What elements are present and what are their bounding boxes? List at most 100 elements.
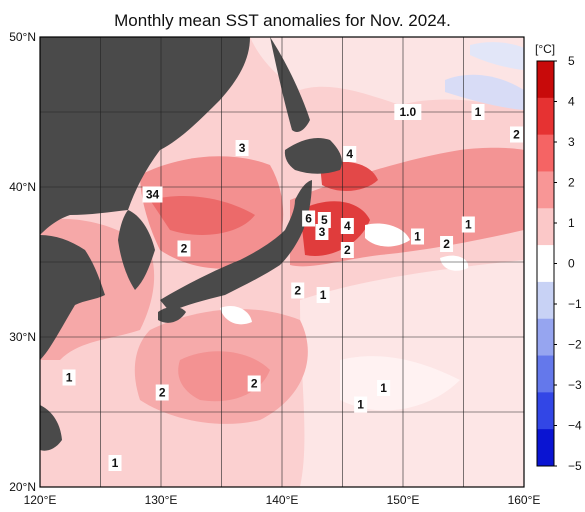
contour-label-text: 2 [159, 386, 166, 400]
contour-label: 1 [411, 228, 425, 245]
contour-label-text: 6 [305, 212, 312, 226]
contour-label-text: 34 [146, 188, 160, 202]
colorbar-tick-label: −3 [568, 378, 582, 392]
x-tick-label: 160°E [508, 493, 541, 507]
near-zero-region [340, 356, 460, 411]
colorbar: [°C] 5 4 3 2 1 0 −1 −2 −3 −4 −5 [535, 42, 582, 473]
y-tick-label: 20°N [9, 480, 36, 494]
contour-label-box [291, 282, 305, 299]
x-tick-label: 150°E [387, 493, 420, 507]
x-tick-label: 140°E [266, 493, 299, 507]
contour-label-box [315, 224, 329, 240]
contour-label: 1 [354, 396, 368, 413]
land-sakhalin [270, 37, 310, 132]
contour-label-text: 1 [66, 371, 73, 385]
x-tick-label: 120°E [24, 493, 57, 507]
colorbar-swatch [537, 97, 554, 136]
contour-label: 2 [177, 240, 191, 257]
x-tick-label: 130°E [145, 493, 178, 507]
contour-label: 1 [62, 369, 76, 386]
contour-label-text: 2 [513, 128, 520, 142]
colorbar-tick-label: 2 [568, 176, 575, 190]
contour-label-text: 1 [112, 456, 119, 470]
land-honshu [160, 180, 312, 312]
colorbar-swatch [537, 392, 554, 430]
colorbar-swatch [537, 171, 554, 209]
contour-label-box [155, 384, 169, 401]
axes: 120°E 130°E 140°E 150°E 160°E 20°N 30°N 40°N 50°… [9, 30, 540, 507]
contour-label-box [411, 228, 425, 245]
contour-label-text: 2 [294, 284, 301, 298]
cool-eddy-1 [365, 223, 410, 247]
contour-label: 2 [340, 242, 354, 258]
contour-label: 1 [471, 104, 485, 120]
colorbar-swatch [537, 281, 554, 320]
contour-label-text: 1 [414, 230, 421, 244]
contour-label: 4 [340, 218, 354, 234]
contour-label-text: 3 [319, 225, 326, 239]
colorbar-tick-label: 5 [568, 54, 575, 68]
contour-label: 4 [343, 146, 357, 162]
contour-label: 2 [440, 236, 454, 252]
contour-label-box [340, 218, 354, 234]
land-china-coast [40, 235, 105, 360]
colorbar-tick-label: 1 [568, 216, 575, 230]
contour-label-box [177, 240, 191, 257]
colorbar-tick-label: −4 [568, 419, 582, 433]
colorbar-unit: [°C] [535, 42, 555, 56]
contour-label-box [302, 210, 316, 227]
negative-region-north [445, 74, 524, 110]
land-hokkaido [284, 138, 342, 174]
warm-core-sea-of-japan [150, 195, 255, 235]
contour-label-box [394, 104, 422, 120]
colorbar-swatch [537, 245, 554, 283]
contour-label: 3 [235, 140, 249, 156]
map-title: Monthly mean SST anomalies for Nov. 2024… [114, 11, 451, 30]
contour-label: 1 [377, 380, 391, 396]
contour-label-text: 1.0 [399, 105, 416, 119]
land-asia-mainland [40, 37, 250, 235]
contour-label-text: 4 [344, 219, 351, 233]
contour-label-text: 2 [181, 242, 188, 256]
contour-label-box [340, 242, 354, 258]
contour-labels: 3 34 4 6 5 4 3 2 1 2 1 2 1.0 1 2 2 1 1 2 2 1 1 1 [62, 104, 523, 471]
contour-label-text: 3 [239, 141, 246, 155]
contour-label-box [461, 216, 475, 233]
contour-label-text: 1 [475, 105, 482, 119]
contour-label: 1.0 [394, 104, 422, 120]
contour-label-box [377, 380, 391, 396]
contour-label: 6 [302, 210, 316, 227]
contour-label-text: 2 [443, 237, 450, 251]
contour-label: 2 [510, 126, 523, 143]
contour-label-box [235, 140, 249, 156]
colorbar-swatch [537, 208, 554, 246]
graticule [40, 37, 524, 487]
contour-label: 1 [316, 287, 330, 303]
contour-label-box [142, 186, 163, 203]
plot-frame [39, 36, 525, 488]
contour-label-box [316, 287, 330, 303]
colorbar-swatch [537, 355, 554, 393]
contour-label: 2 [247, 375, 261, 392]
contour-label: 34 [142, 186, 163, 203]
land-korean-peninsula [118, 210, 155, 290]
y-tick-label: 40°N [9, 180, 36, 194]
contour-label-text: 2 [251, 377, 258, 391]
contour-label-box [108, 455, 122, 471]
contour-label-text: 4 [346, 147, 353, 161]
contour-label-text: 1 [380, 381, 387, 395]
colorbar-tick-label: −2 [568, 338, 582, 352]
colorbar-tick-label: 4 [568, 95, 575, 109]
contour-label: 1 [461, 216, 475, 233]
contour-label: 3 [315, 224, 329, 240]
colorbar-tick-label: 0 [568, 257, 575, 271]
colorbar-tick-label: 3 [568, 135, 575, 149]
contour-label-text: 2 [344, 243, 351, 257]
colorbar-swatch [537, 429, 554, 467]
y-tick-label: 30°N [9, 330, 36, 344]
contour-label-box [354, 396, 368, 413]
contour-label-box [471, 104, 485, 120]
contour-label: 2 [155, 384, 169, 401]
contour-label-box [247, 375, 261, 392]
contour-label-text: 5 [321, 213, 328, 227]
